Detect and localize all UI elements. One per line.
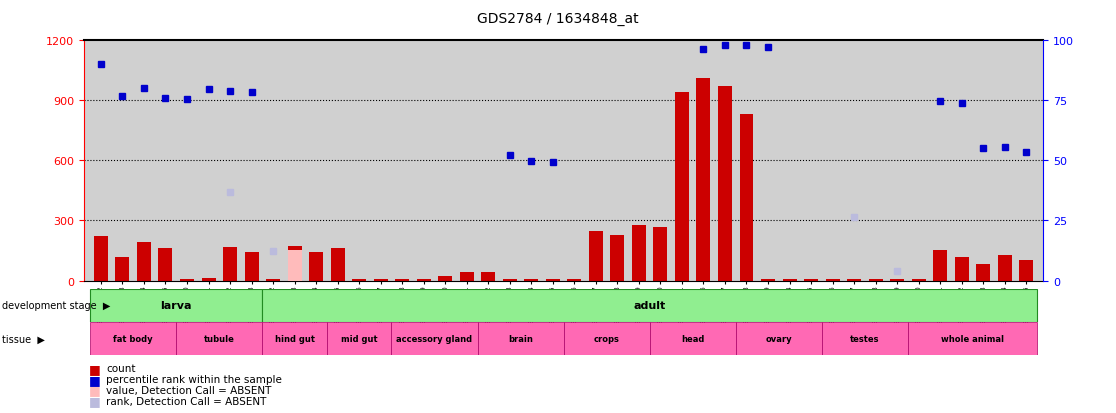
Bar xyxy=(976,264,990,281)
Bar xyxy=(309,252,324,281)
Bar xyxy=(650,322,735,355)
Bar xyxy=(632,226,646,281)
Text: ovary: ovary xyxy=(766,334,792,343)
Bar xyxy=(460,272,473,281)
Bar xyxy=(675,93,689,281)
Bar xyxy=(202,278,215,281)
Text: GDS2784 / 1634848_at: GDS2784 / 1634848_at xyxy=(478,12,638,26)
Text: head: head xyxy=(681,334,704,343)
Text: hind gut: hind gut xyxy=(275,334,315,343)
Bar xyxy=(718,87,732,281)
Bar xyxy=(262,289,1037,322)
Bar xyxy=(481,272,496,281)
Text: accessory gland: accessory gland xyxy=(396,334,472,343)
Bar xyxy=(654,228,667,281)
Text: mid gut: mid gut xyxy=(340,334,377,343)
Text: ■: ■ xyxy=(89,383,102,396)
Bar xyxy=(567,279,581,281)
Bar xyxy=(696,79,711,281)
Bar xyxy=(176,322,262,355)
Text: value, Detection Call = ABSENT: value, Detection Call = ABSENT xyxy=(106,385,271,395)
Bar xyxy=(374,279,387,281)
Text: adult: adult xyxy=(634,301,666,311)
Bar xyxy=(439,276,452,281)
Text: tissue  ▶: tissue ▶ xyxy=(2,334,45,344)
Text: ■: ■ xyxy=(89,362,102,375)
Bar xyxy=(782,279,797,281)
Text: tubule: tubule xyxy=(204,334,234,343)
Bar xyxy=(933,250,947,281)
Bar xyxy=(90,289,262,322)
Bar xyxy=(115,257,129,281)
Bar xyxy=(735,322,821,355)
Bar xyxy=(223,247,237,281)
Bar xyxy=(262,322,327,355)
Bar xyxy=(868,279,883,281)
Text: rank, Detection Call = ABSENT: rank, Detection Call = ABSENT xyxy=(106,396,267,406)
Text: count: count xyxy=(106,363,135,373)
Bar xyxy=(821,322,908,355)
Bar xyxy=(353,279,366,281)
Text: ■: ■ xyxy=(89,373,102,386)
Text: testes: testes xyxy=(850,334,879,343)
Bar xyxy=(392,322,478,355)
Bar xyxy=(761,279,775,281)
Text: whole animal: whole animal xyxy=(941,334,1004,343)
Bar xyxy=(525,279,538,281)
Bar xyxy=(589,232,603,281)
Bar xyxy=(546,279,560,281)
Bar xyxy=(847,279,862,281)
Bar xyxy=(327,322,392,355)
Text: ■: ■ xyxy=(89,394,102,407)
Bar xyxy=(908,322,1037,355)
Bar xyxy=(912,279,925,281)
Bar xyxy=(158,248,173,281)
Text: larva: larva xyxy=(161,301,192,311)
Bar xyxy=(244,252,259,281)
Bar xyxy=(288,246,301,281)
Bar xyxy=(288,250,301,281)
Bar xyxy=(998,255,1012,281)
Bar xyxy=(564,322,650,355)
Bar xyxy=(740,115,753,281)
Bar xyxy=(266,279,280,281)
Bar xyxy=(330,248,345,281)
Text: crops: crops xyxy=(594,334,619,343)
Bar xyxy=(1019,260,1033,281)
Bar xyxy=(90,322,176,355)
Bar xyxy=(826,279,839,281)
Text: percentile rank within the sample: percentile rank within the sample xyxy=(106,374,282,384)
Bar xyxy=(478,322,564,355)
Text: development stage  ▶: development stage ▶ xyxy=(2,301,110,311)
Bar xyxy=(503,279,517,281)
Bar xyxy=(954,257,969,281)
Bar xyxy=(804,279,818,281)
Bar xyxy=(395,279,410,281)
Text: fat body: fat body xyxy=(114,334,153,343)
Bar xyxy=(137,242,151,281)
Bar xyxy=(94,237,108,281)
Bar xyxy=(416,279,431,281)
Bar xyxy=(891,279,904,281)
Bar xyxy=(180,279,194,281)
Text: brain: brain xyxy=(508,334,533,343)
Bar xyxy=(610,236,624,281)
